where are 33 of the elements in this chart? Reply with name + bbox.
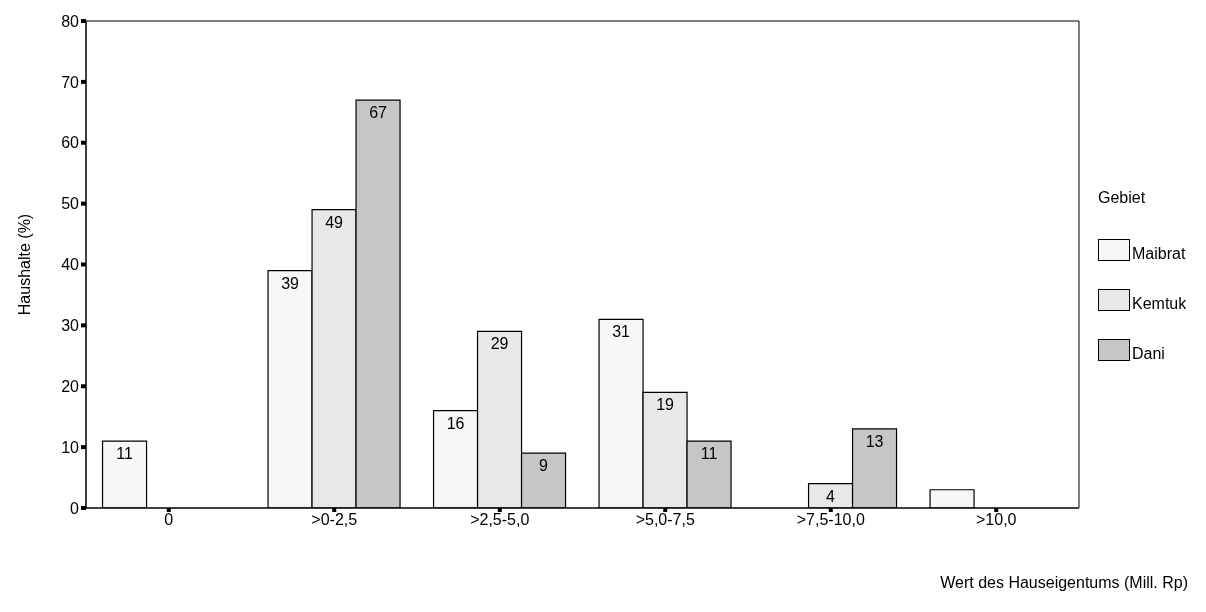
legend-title: Gebiet <box>1098 189 1147 207</box>
y-tick-label: 70 <box>61 73 80 91</box>
x-tick-label: >2,5-5,0 <box>470 511 530 529</box>
y-axis-title: Haushalte (%) <box>15 213 33 316</box>
data-label: 16 <box>446 414 465 432</box>
x-tick-label: >10,0 <box>976 511 1017 529</box>
data-label: 31 <box>612 323 631 341</box>
legend-label: Dani <box>1132 345 1165 363</box>
y-tick-label: 30 <box>61 317 80 335</box>
data-label: 11 <box>116 445 133 463</box>
x-tick-label: >0-2,5 <box>311 511 358 529</box>
y-tick-label: 40 <box>61 256 80 274</box>
data-label: 29 <box>490 335 509 353</box>
x-tick-label: >7,5-10,0 <box>796 511 865 529</box>
data-label: 9 <box>539 457 549 475</box>
data-label: 67 <box>369 104 388 122</box>
y-tick-label: 60 <box>61 134 80 152</box>
data-label: 49 <box>325 213 344 231</box>
data-label: 39 <box>281 274 300 292</box>
x-axis-title: Wert des Hauseigentums (Mill. Rp) <box>940 574 1188 592</box>
data-label: 19 <box>656 396 675 414</box>
x-tick-label: 0 <box>164 511 174 529</box>
y-tick-label: 50 <box>61 195 80 213</box>
data-label: 13 <box>865 432 884 450</box>
y-tick-label: 80 <box>61 12 80 30</box>
legend-label: Kemtuk <box>1132 295 1187 313</box>
y-tick-label: 0 <box>70 499 80 517</box>
y-tick-label: 20 <box>61 377 80 395</box>
legend-label: Maibrat <box>1132 245 1186 263</box>
data-label: 11 <box>700 445 718 463</box>
x-tick-label: >5,0-7,5 <box>635 511 695 529</box>
data-label: 4 <box>826 487 836 505</box>
y-tick-label: 10 <box>61 438 80 456</box>
